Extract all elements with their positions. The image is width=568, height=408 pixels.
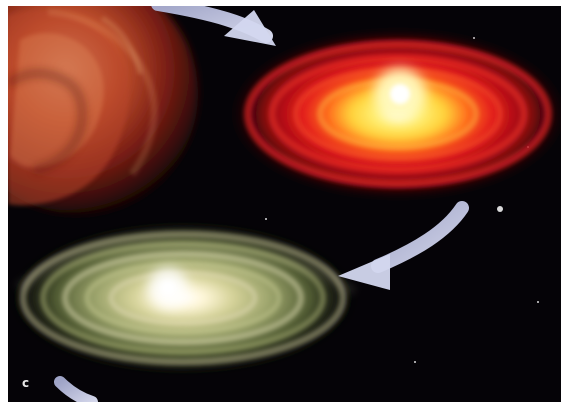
arrow-bottom-edge xyxy=(54,376,98,402)
astronomy-illustration: c xyxy=(8,6,561,402)
red-accretion-disk xyxy=(230,29,561,199)
green-protoplanetary-disk xyxy=(8,220,361,376)
protoplanetary-disk-sequence xyxy=(8,6,561,402)
arrow-to-green-disk xyxy=(338,201,469,290)
arrow-to-red-disk xyxy=(151,6,276,46)
gas-cloud xyxy=(8,6,198,214)
panel-label: c xyxy=(22,376,30,390)
